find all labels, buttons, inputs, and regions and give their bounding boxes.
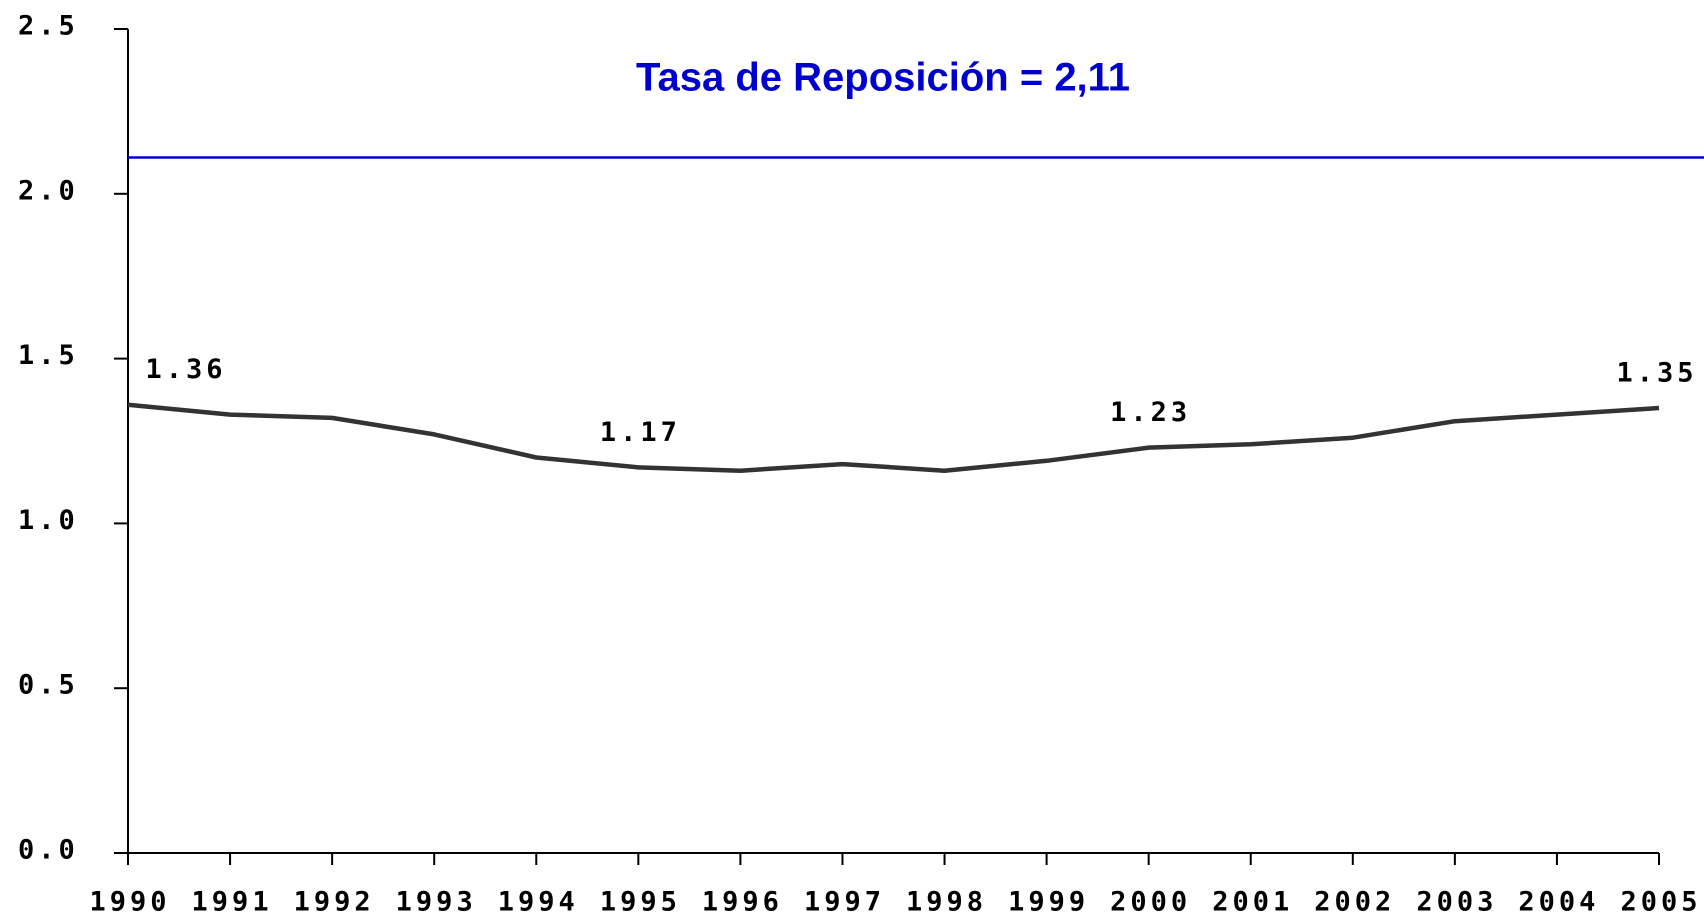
- x-tick-label: 1995: [600, 887, 681, 918]
- x-tick-label: 1992: [294, 887, 375, 918]
- x-tick-label: 1999: [1008, 887, 1089, 918]
- reference-label: Tasa de Reposición = 2,11: [636, 56, 1130, 100]
- y-tick-label: 2.0: [18, 175, 79, 206]
- x-tick-label: 2002: [1314, 887, 1395, 918]
- data-line: [127, 402, 1660, 473]
- x-tick-label: 1990: [89, 887, 170, 918]
- x-tick-label: 2000: [1110, 887, 1191, 918]
- x-tick-label: 1994: [498, 887, 579, 918]
- y-tick-label: 0.0: [18, 835, 79, 866]
- data-label: 1.17: [600, 417, 681, 448]
- y-tick-label: 1.5: [18, 340, 79, 371]
- x-tick-label: 1997: [804, 887, 885, 918]
- x-tick-label: 1996: [702, 887, 783, 918]
- x-tick-label: 2001: [1212, 887, 1293, 918]
- data-label: 1.23: [1110, 397, 1191, 428]
- x-tick-label: 2003: [1416, 887, 1497, 918]
- x-tick-label: 1998: [906, 887, 987, 918]
- data-label: 1.36: [145, 354, 226, 385]
- y-tick-label: 1.0: [18, 505, 79, 536]
- y-tick-label: 2.5: [18, 11, 79, 42]
- y-tick-label: 0.5: [18, 670, 79, 701]
- x-tick-label: 1991: [192, 887, 273, 918]
- x-tick-label: 2005: [1620, 887, 1701, 918]
- x-tick-label: 1993: [396, 887, 477, 918]
- x-tick-label: 2004: [1518, 887, 1599, 918]
- data-label: 1.35: [1616, 358, 1697, 389]
